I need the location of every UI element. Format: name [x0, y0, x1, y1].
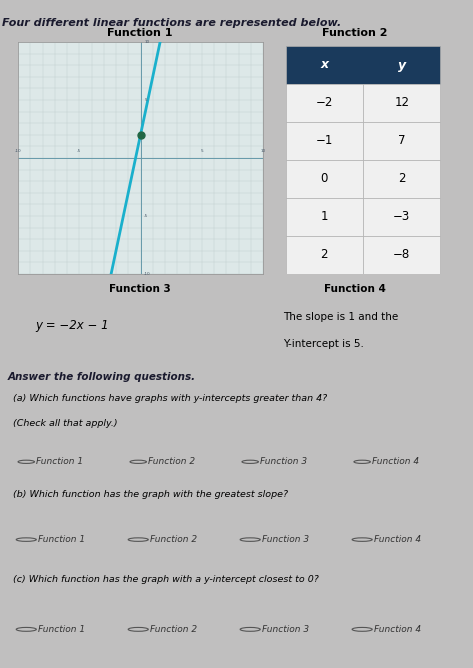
Text: Function 3: Function 3 [262, 625, 309, 634]
Text: Function 1: Function 1 [38, 535, 85, 544]
Text: (b) Which function has the graph with the greatest slope?: (b) Which function has the graph with th… [14, 490, 289, 499]
Text: Function 1: Function 1 [107, 28, 173, 38]
Text: Function 4: Function 4 [374, 535, 421, 544]
Text: Y-intercept is 5.: Y-intercept is 5. [283, 339, 364, 349]
Text: Function 4: Function 4 [324, 284, 386, 294]
Text: −1: −1 [315, 134, 333, 148]
Text: 2: 2 [321, 248, 328, 261]
FancyBboxPatch shape [363, 84, 440, 122]
Text: 1: 1 [321, 210, 328, 224]
FancyBboxPatch shape [286, 236, 363, 274]
Text: y: y [398, 59, 406, 71]
Text: (c) Which function has the graph with a y-intercept closest to 0?: (c) Which function has the graph with a … [14, 574, 319, 584]
Text: −8: −8 [393, 248, 410, 261]
Text: Function 1: Function 1 [36, 458, 83, 466]
Text: Function 2: Function 2 [150, 625, 197, 634]
Text: Function 3: Function 3 [109, 284, 171, 294]
FancyBboxPatch shape [363, 122, 440, 160]
Text: −3: −3 [393, 210, 410, 224]
Text: -5: -5 [77, 150, 81, 154]
Text: -10: -10 [144, 272, 151, 276]
Text: Function 2: Function 2 [322, 28, 388, 38]
Text: (a) Which functions have graphs with y-intercepts greater than 4?: (a) Which functions have graphs with y-i… [14, 394, 328, 403]
FancyBboxPatch shape [286, 122, 363, 160]
Text: Function 2: Function 2 [150, 535, 197, 544]
FancyBboxPatch shape [363, 198, 440, 236]
Text: The slope is 1 and the: The slope is 1 and the [283, 312, 398, 322]
Text: Four different linear functions are represented below.: Four different linear functions are repr… [2, 18, 341, 28]
Text: x: x [320, 59, 328, 71]
Text: Function 2: Function 2 [149, 458, 195, 466]
Text: Function 3: Function 3 [262, 535, 309, 544]
Text: Function 1: Function 1 [38, 625, 85, 634]
Text: Function 4: Function 4 [374, 625, 421, 634]
Text: -10: -10 [15, 150, 21, 154]
Text: 7: 7 [398, 134, 405, 148]
Text: Function 4: Function 4 [372, 458, 420, 466]
FancyBboxPatch shape [286, 84, 363, 122]
FancyBboxPatch shape [286, 46, 440, 84]
FancyBboxPatch shape [286, 198, 363, 236]
FancyBboxPatch shape [363, 160, 440, 198]
Text: 5: 5 [201, 150, 203, 154]
Text: −2: −2 [315, 96, 333, 110]
Text: 0: 0 [321, 172, 328, 186]
Text: (Check all that apply.): (Check all that apply.) [14, 419, 118, 428]
FancyBboxPatch shape [286, 160, 363, 198]
Text: 10: 10 [144, 40, 149, 44]
Text: Answer the following questions.: Answer the following questions. [8, 372, 196, 382]
Text: 5: 5 [144, 98, 147, 102]
Text: 10: 10 [261, 150, 265, 154]
Text: Function 3: Function 3 [260, 458, 307, 466]
Text: 12: 12 [394, 96, 409, 110]
Text: -5: -5 [144, 214, 149, 218]
Text: 2: 2 [398, 172, 405, 186]
FancyBboxPatch shape [363, 236, 440, 274]
Text: y = −2x − 1: y = −2x − 1 [35, 319, 109, 332]
